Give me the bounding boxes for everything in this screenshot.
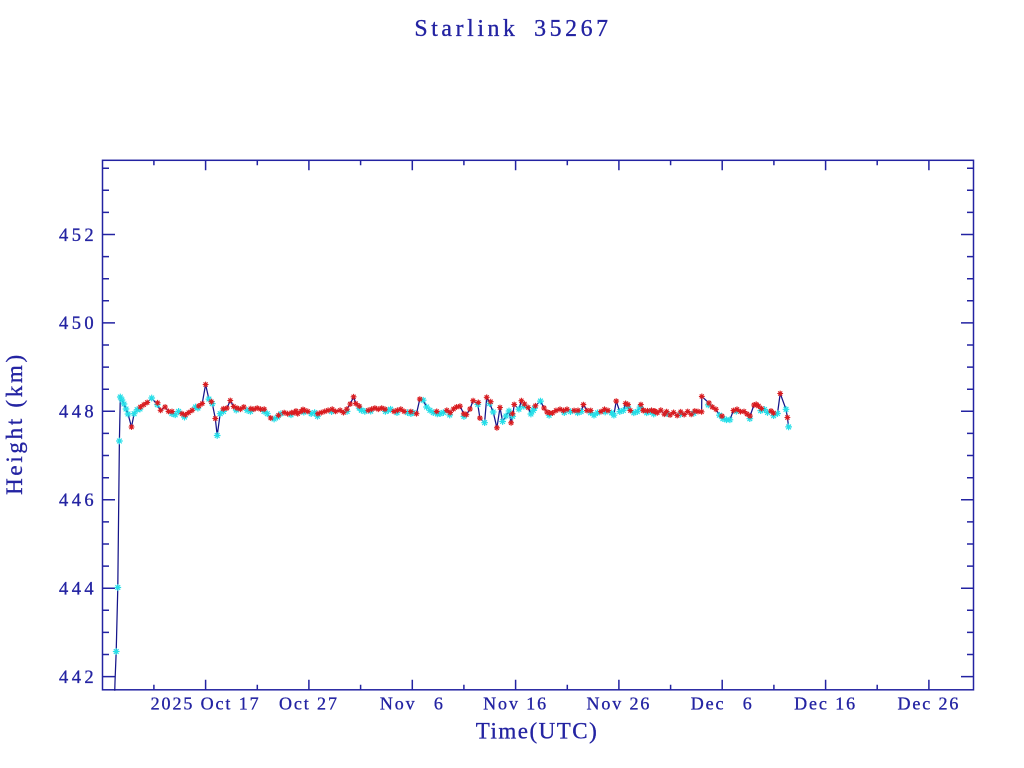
svg-text:Dec 26: Dec 26 — [897, 694, 960, 714]
svg-text:450: 450 — [59, 314, 97, 334]
svg-text:Time(UTC): Time(UTC) — [476, 719, 599, 744]
svg-text:Dec 16: Dec 16 — [794, 694, 857, 714]
svg-text:444: 444 — [59, 580, 97, 600]
svg-text:2025 Oct 17: 2025 Oct 17 — [151, 694, 261, 714]
svg-text:Nov 6: Nov 6 — [380, 694, 445, 714]
svg-text:Starlink 35267: Starlink 35267 — [414, 16, 611, 42]
svg-text:442: 442 — [59, 668, 97, 688]
svg-text:Height (km): Height (km) — [2, 352, 27, 495]
svg-text:446: 446 — [59, 491, 97, 511]
svg-text:Nov 16: Nov 16 — [483, 694, 548, 714]
svg-text:Dec 6: Dec 6 — [691, 694, 754, 714]
svg-text:Oct 27: Oct 27 — [279, 694, 339, 714]
svg-text:448: 448 — [59, 403, 97, 423]
svg-text:Nov 26: Nov 26 — [586, 694, 651, 714]
svg-text:452: 452 — [59, 226, 97, 246]
